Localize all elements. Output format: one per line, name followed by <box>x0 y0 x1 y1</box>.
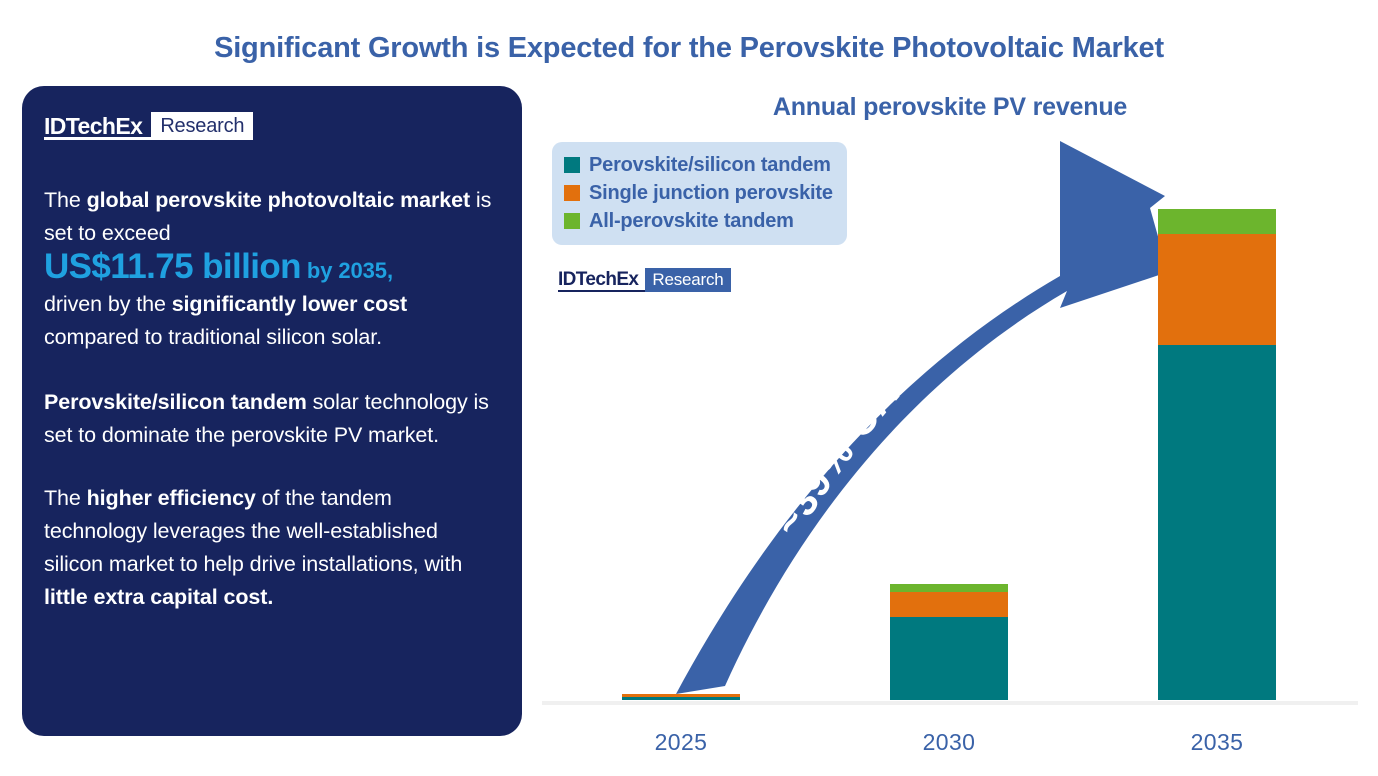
chart-title: Annual perovskite PV revenue <box>772 93 1128 121</box>
idtechex-logo-wordmark: IDTechEx <box>44 112 152 140</box>
bar-group-2030[interactable]: 2030 <box>862 140 1036 755</box>
para1-seg6: compared to traditional silicon solar. <box>44 325 382 349</box>
headline-figure: US$11.75 billion <box>44 247 302 286</box>
bar-segment <box>890 591 1008 617</box>
para3-seg1: The <box>44 486 87 510</box>
chart-area: Annual perovskite PV revenue Perovskite/… <box>540 86 1360 766</box>
bar-stack-2030 <box>890 584 1008 700</box>
x-axis-line <box>542 701 1358 705</box>
bar-stack-2025 <box>622 693 740 700</box>
idtechex-logo-research-tag: Research <box>151 112 254 140</box>
chart-plot-area <box>540 140 1360 705</box>
bar-segment <box>890 584 1008 592</box>
legend-swatch-icon-tandem <box>564 157 580 173</box>
idtechex-logo-card: IDTechEx Research <box>44 112 254 140</box>
bar-group-2035[interactable]: 2035 <box>1130 140 1304 755</box>
bar-segment <box>890 616 1008 700</box>
para3-bold-capital: little extra capital cost. <box>44 585 274 609</box>
idtechex-logo-chart-wordmark: IDTechEx <box>558 268 646 292</box>
card-paragraph-3: The higher efficiency of the tandem tech… <box>44 482 500 614</box>
para3-bold-efficiency: higher efficiency <box>86 486 256 510</box>
para2-bold-tandem: Perovskite/silicon tandem <box>44 390 307 414</box>
para1-bold-market: global perovskite photovoltaic market <box>86 188 471 212</box>
legend-swatch-icon-single-junction <box>564 185 580 201</box>
para3-seg3: of the tandem technology leverages the w… <box>44 486 463 576</box>
x-axis-label-2030: 2030 <box>922 729 976 755</box>
para1-seg1: The <box>44 188 87 212</box>
card-paragraph-1: The global perovskite photovoltaic marke… <box>44 184 500 354</box>
legend-swatch-icon-all-perovskite <box>564 213 580 229</box>
page-title: Significant Growth is Expected for the P… <box>214 32 1164 64</box>
bar-stack-2035 <box>1158 209 1276 700</box>
para2-seg2: solar technology is set to dominate the … <box>44 390 489 447</box>
bar-segment <box>1158 234 1276 345</box>
card-paragraph-2: Perovskite/silicon tandem solar technolo… <box>44 386 500 452</box>
headline-figure-suffix: by 2035, <box>300 258 393 283</box>
info-card: IDTechEx Research The global perovskite … <box>22 86 522 736</box>
para1-bold-cost: significantly lower cost <box>171 292 408 316</box>
para1-seg4: driven by the <box>44 292 172 316</box>
para1-seg3: is set to exceed <box>44 188 492 245</box>
x-axis-label-2035: 2035 <box>1190 729 1244 755</box>
bar-segment <box>1158 209 1276 235</box>
bar-segment <box>622 697 740 700</box>
bar-group-2025[interactable]: 2025 <box>594 140 768 755</box>
bar-segment <box>1158 344 1276 700</box>
x-axis-label-2025: 2025 <box>654 729 708 755</box>
bar-segment <box>622 693 740 698</box>
